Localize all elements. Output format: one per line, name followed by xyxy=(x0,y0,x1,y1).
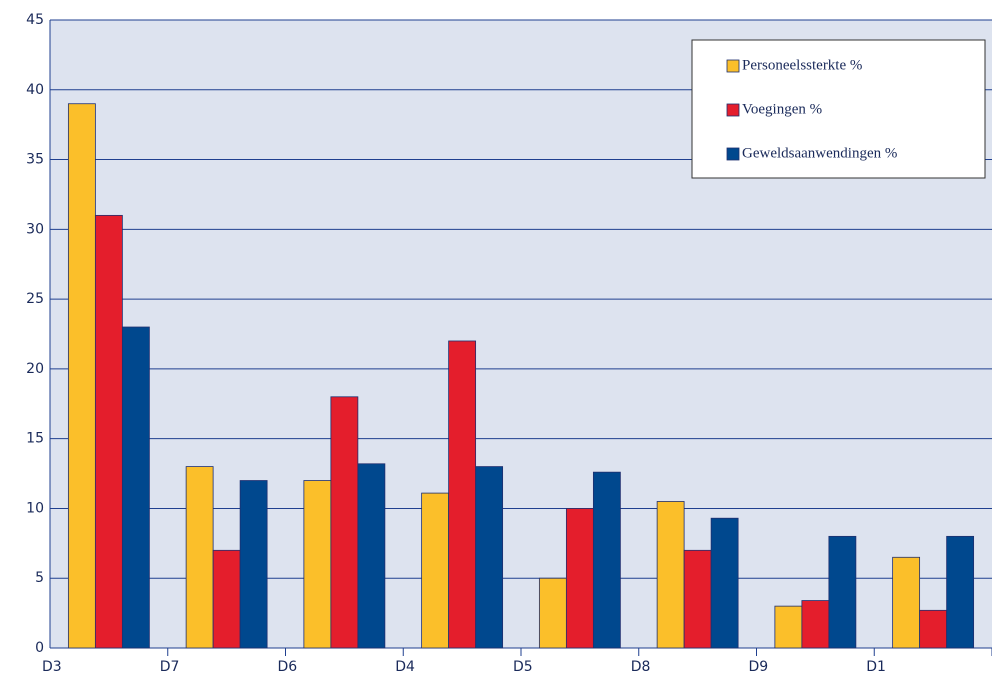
x-tick-label: D8 xyxy=(631,659,651,675)
bar xyxy=(656,501,685,649)
y-tick-label: 5 xyxy=(35,570,44,586)
bar xyxy=(475,466,504,649)
legend-swatch xyxy=(726,103,740,117)
bar xyxy=(683,549,712,649)
legend-label: Voegingen % xyxy=(742,101,822,117)
bar xyxy=(121,326,150,649)
y-tick-label: 25 xyxy=(26,291,44,307)
bar xyxy=(774,605,803,649)
y-tick-label: 15 xyxy=(26,431,44,447)
bar xyxy=(94,214,123,649)
bar xyxy=(538,577,567,649)
bar xyxy=(239,480,268,649)
bar xyxy=(592,471,621,649)
bar xyxy=(710,517,739,649)
legend-swatch xyxy=(726,59,740,73)
x-tick-label: D6 xyxy=(278,659,298,675)
bar xyxy=(565,508,594,649)
bar xyxy=(67,103,96,649)
x-tick-label: D3 xyxy=(42,659,62,675)
bar xyxy=(303,480,332,649)
bar xyxy=(919,609,948,649)
bar xyxy=(448,340,477,649)
legend-swatch xyxy=(726,147,740,161)
bar xyxy=(330,396,359,649)
y-tick-label: 10 xyxy=(26,500,44,516)
y-tick-label: 40 xyxy=(26,82,44,98)
bar xyxy=(185,466,214,649)
bar xyxy=(801,600,830,649)
bar xyxy=(421,492,450,649)
x-tick-label: D5 xyxy=(513,659,533,675)
y-tick-label: 45 xyxy=(26,12,44,28)
x-tick-label: D7 xyxy=(160,659,180,675)
y-tick-label: 35 xyxy=(26,152,44,168)
x-tick-label: D1 xyxy=(866,659,886,675)
x-tick-label: D9 xyxy=(749,659,769,675)
y-tick-label: 30 xyxy=(26,221,44,237)
bar xyxy=(357,463,386,649)
y-tick-label: 20 xyxy=(26,361,44,377)
bar xyxy=(212,549,241,649)
x-tick-label: D4 xyxy=(395,659,415,675)
bar xyxy=(946,535,975,649)
legend-box xyxy=(691,39,986,179)
y-tick-label: 0 xyxy=(35,640,44,656)
bar xyxy=(892,556,921,649)
legend-label: Personeelssterkte % xyxy=(742,57,862,73)
bar xyxy=(828,535,857,649)
legend-label: Geweldsaanwendingen % xyxy=(742,145,897,161)
